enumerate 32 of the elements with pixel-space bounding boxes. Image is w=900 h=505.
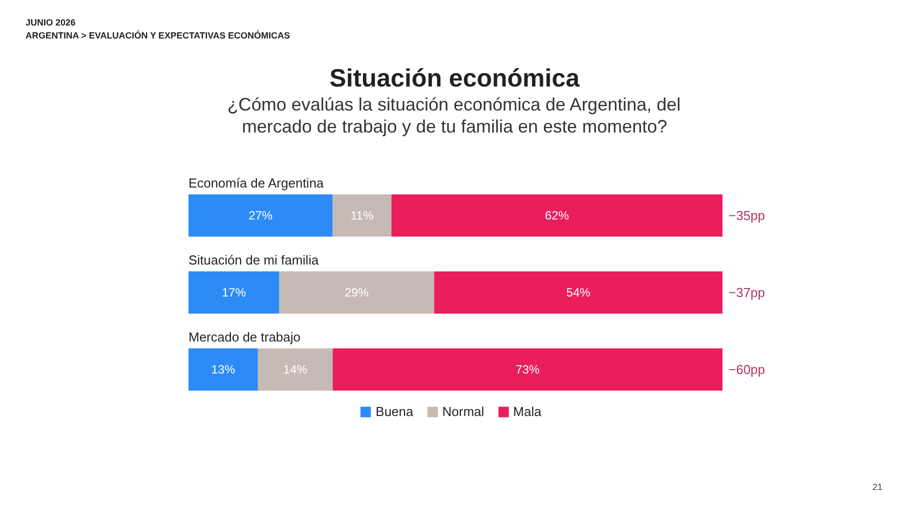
data-label: 11% [350,208,374,222]
bar [434,271,722,314]
bar [279,271,434,314]
chart-title: Situación económica [329,64,581,92]
bar [391,194,722,237]
data-label: 29% [344,286,370,300]
data-label: 14% [283,362,308,376]
y-tick-label: Economía de Argentina [188,175,324,190]
data-label: 13% [211,362,236,376]
data-label: 73% [516,362,540,376]
bar [188,271,280,314]
data-label: 27% [248,208,273,222]
chart-subtitle: ¿Cómo evalúas la situación económica de Argentina, del mercado de trabajo y de tu familia en este momento? [227,94,681,136]
text: −60pp [728,362,766,377]
data-label: 62% [544,208,570,222]
bar [188,194,333,237]
data-label: 17% [222,286,246,300]
text: −37pp [728,285,766,300]
text: ARGENTINA > EVALUACIÓN Y EXPECTATIVAS ECONÓMICAS [26,30,290,40]
text: JUNIO 2026 [26,18,76,28]
legend-label: Buena [376,404,414,419]
y-tick-label: Mercado de trabajo [188,329,301,344]
bar [258,348,333,391]
y-tick-label: Situación de mi familia [188,252,320,268]
bar [332,194,392,237]
bar [332,348,722,391]
text: 21 [872,482,883,492]
legend-label: Mala [513,404,542,419]
text: −35pp [728,208,766,223]
bar [188,348,258,391]
data-label: 54% [566,286,591,300]
legend-label: Normal [442,404,484,419]
